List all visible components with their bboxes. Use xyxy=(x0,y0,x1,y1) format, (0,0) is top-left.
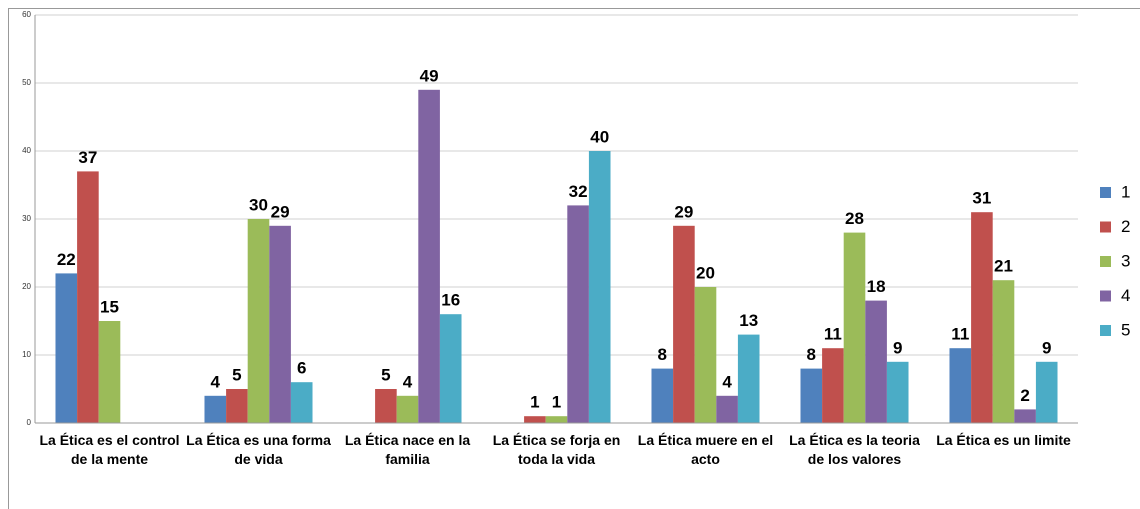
value-label: 13 xyxy=(739,311,758,330)
bar xyxy=(800,368,823,423)
value-label: 11 xyxy=(951,325,969,344)
legend-label: 2 xyxy=(1121,217,1130,236)
legend-label: 5 xyxy=(1121,320,1130,339)
legend-swatch xyxy=(1100,256,1111,267)
x-tick-label: La Ética se forja en toda la vida xyxy=(492,432,621,467)
bar xyxy=(992,280,1015,423)
bar xyxy=(651,368,674,423)
bar xyxy=(396,395,419,423)
bar xyxy=(1014,409,1036,423)
value-label: 31 xyxy=(972,189,991,208)
value-label: 21 xyxy=(994,257,1013,276)
value-label: 11 xyxy=(824,325,842,344)
value-label: 1 xyxy=(530,393,539,412)
value-label: 40 xyxy=(590,127,609,146)
x-tick-label-box: La Ética es un limite xyxy=(936,432,1071,448)
value-label: 29 xyxy=(271,202,290,221)
bar xyxy=(588,151,611,423)
value-label: 1 xyxy=(552,393,561,412)
value-label: 4 xyxy=(722,372,732,391)
y-tick-label: 0 xyxy=(27,418,32,427)
bar xyxy=(737,334,760,423)
value-label: 22 xyxy=(57,250,76,269)
bar xyxy=(694,287,717,423)
value-label: 9 xyxy=(1042,338,1051,357)
value-label: 18 xyxy=(867,277,886,296)
bar xyxy=(949,348,972,423)
value-label: 29 xyxy=(674,202,693,221)
bar xyxy=(971,212,993,423)
x-tick-label-box: La Ética es la teoria de los valores xyxy=(789,432,920,467)
value-label: 28 xyxy=(845,209,864,228)
value-label: 49 xyxy=(420,66,439,85)
value-label: 32 xyxy=(569,182,588,201)
x-tick-label-box: La Ética se forja en toda la vida xyxy=(492,432,621,467)
y-tick-label: 30 xyxy=(22,214,31,223)
legend-swatch xyxy=(1100,290,1111,302)
value-label: 16 xyxy=(441,291,460,310)
bar xyxy=(545,416,568,423)
bar xyxy=(204,395,227,423)
bar xyxy=(673,225,695,423)
value-label: 4 xyxy=(211,372,221,391)
bar xyxy=(98,321,121,423)
legend-label: 1 xyxy=(1121,182,1130,201)
x-tick-label-box: La Ética es el control de la mente xyxy=(39,432,180,467)
x-tick-label-box: La Ética es una forma de vida xyxy=(186,432,331,467)
bar xyxy=(567,205,589,423)
value-label: 37 xyxy=(78,148,97,167)
x-tick-label: La Ética nace en la familia xyxy=(344,432,471,467)
x-tick-label-box: La Ética nace en la familia xyxy=(344,432,471,467)
bar xyxy=(247,219,270,423)
value-label: 5 xyxy=(232,365,241,384)
bar xyxy=(375,389,397,423)
x-tick-label: La Ética muere en el acto xyxy=(637,432,774,467)
y-tick-label: 50 xyxy=(22,78,31,87)
bar xyxy=(843,232,866,423)
x-tick-label: La Ética es una forma de vida xyxy=(186,432,331,467)
bar xyxy=(865,300,887,423)
value-label: 20 xyxy=(696,263,715,282)
value-label: 2 xyxy=(1020,386,1029,405)
value-label: 4 xyxy=(403,372,413,391)
y-tick-label: 20 xyxy=(22,282,31,291)
bar xyxy=(226,389,248,423)
value-label: 15 xyxy=(100,297,119,316)
bar xyxy=(1035,361,1058,423)
value-label: 6 xyxy=(297,359,306,378)
y-tick-label: 10 xyxy=(22,350,31,359)
value-label: 30 xyxy=(249,195,268,214)
bar xyxy=(439,314,462,423)
bar xyxy=(269,225,291,423)
bar xyxy=(822,348,844,423)
value-label: 5 xyxy=(381,365,390,384)
value-label: 9 xyxy=(893,338,902,357)
bar xyxy=(524,416,546,423)
bar xyxy=(418,89,440,424)
value-label: 8 xyxy=(807,345,816,364)
legend-swatch xyxy=(1100,325,1111,336)
legend-label: 3 xyxy=(1121,251,1130,270)
x-tick-label: La Ética es un limite xyxy=(936,432,1071,448)
legend-swatch xyxy=(1100,221,1111,233)
bar xyxy=(716,395,738,423)
x-tick-label: La Ética es la teoria de los valores xyxy=(789,432,920,467)
bar xyxy=(77,171,99,423)
y-tick-label: 60 xyxy=(22,10,31,19)
legend-swatch xyxy=(1100,187,1111,198)
value-label: 8 xyxy=(658,345,667,364)
bar xyxy=(886,361,909,423)
frame xyxy=(8,8,1140,509)
bar xyxy=(55,273,78,423)
bar xyxy=(290,382,313,423)
legend-label: 4 xyxy=(1121,286,1130,305)
x-tick-label-box: La Ética muere en el acto xyxy=(637,432,774,467)
y-tick-label: 40 xyxy=(22,146,31,155)
x-tick-label: La Ética es el control de la mente xyxy=(39,432,180,467)
